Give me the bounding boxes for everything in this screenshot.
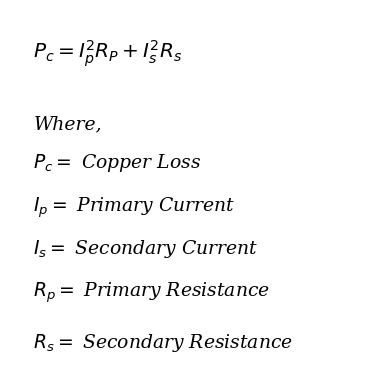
- Text: $R_p = $ Primary Resistance: $R_p = $ Primary Resistance: [33, 281, 270, 305]
- Text: $P_c = I_p^2R_P + I_s^2R_s$: $P_c = I_p^2R_P + I_s^2R_s$: [33, 39, 183, 69]
- Text: $I_s = $ Secondary Current: $I_s = $ Secondary Current: [33, 238, 259, 260]
- Text: $R_s = $ Secondary Resistance: $R_s = $ Secondary Resistance: [33, 332, 294, 354]
- Text: $P_c = $ Copper Loss: $P_c = $ Copper Loss: [33, 152, 202, 174]
- Text: $I_p = $ Primary Current: $I_p = $ Primary Current: [33, 195, 236, 220]
- Text: Where,: Where,: [33, 116, 102, 134]
